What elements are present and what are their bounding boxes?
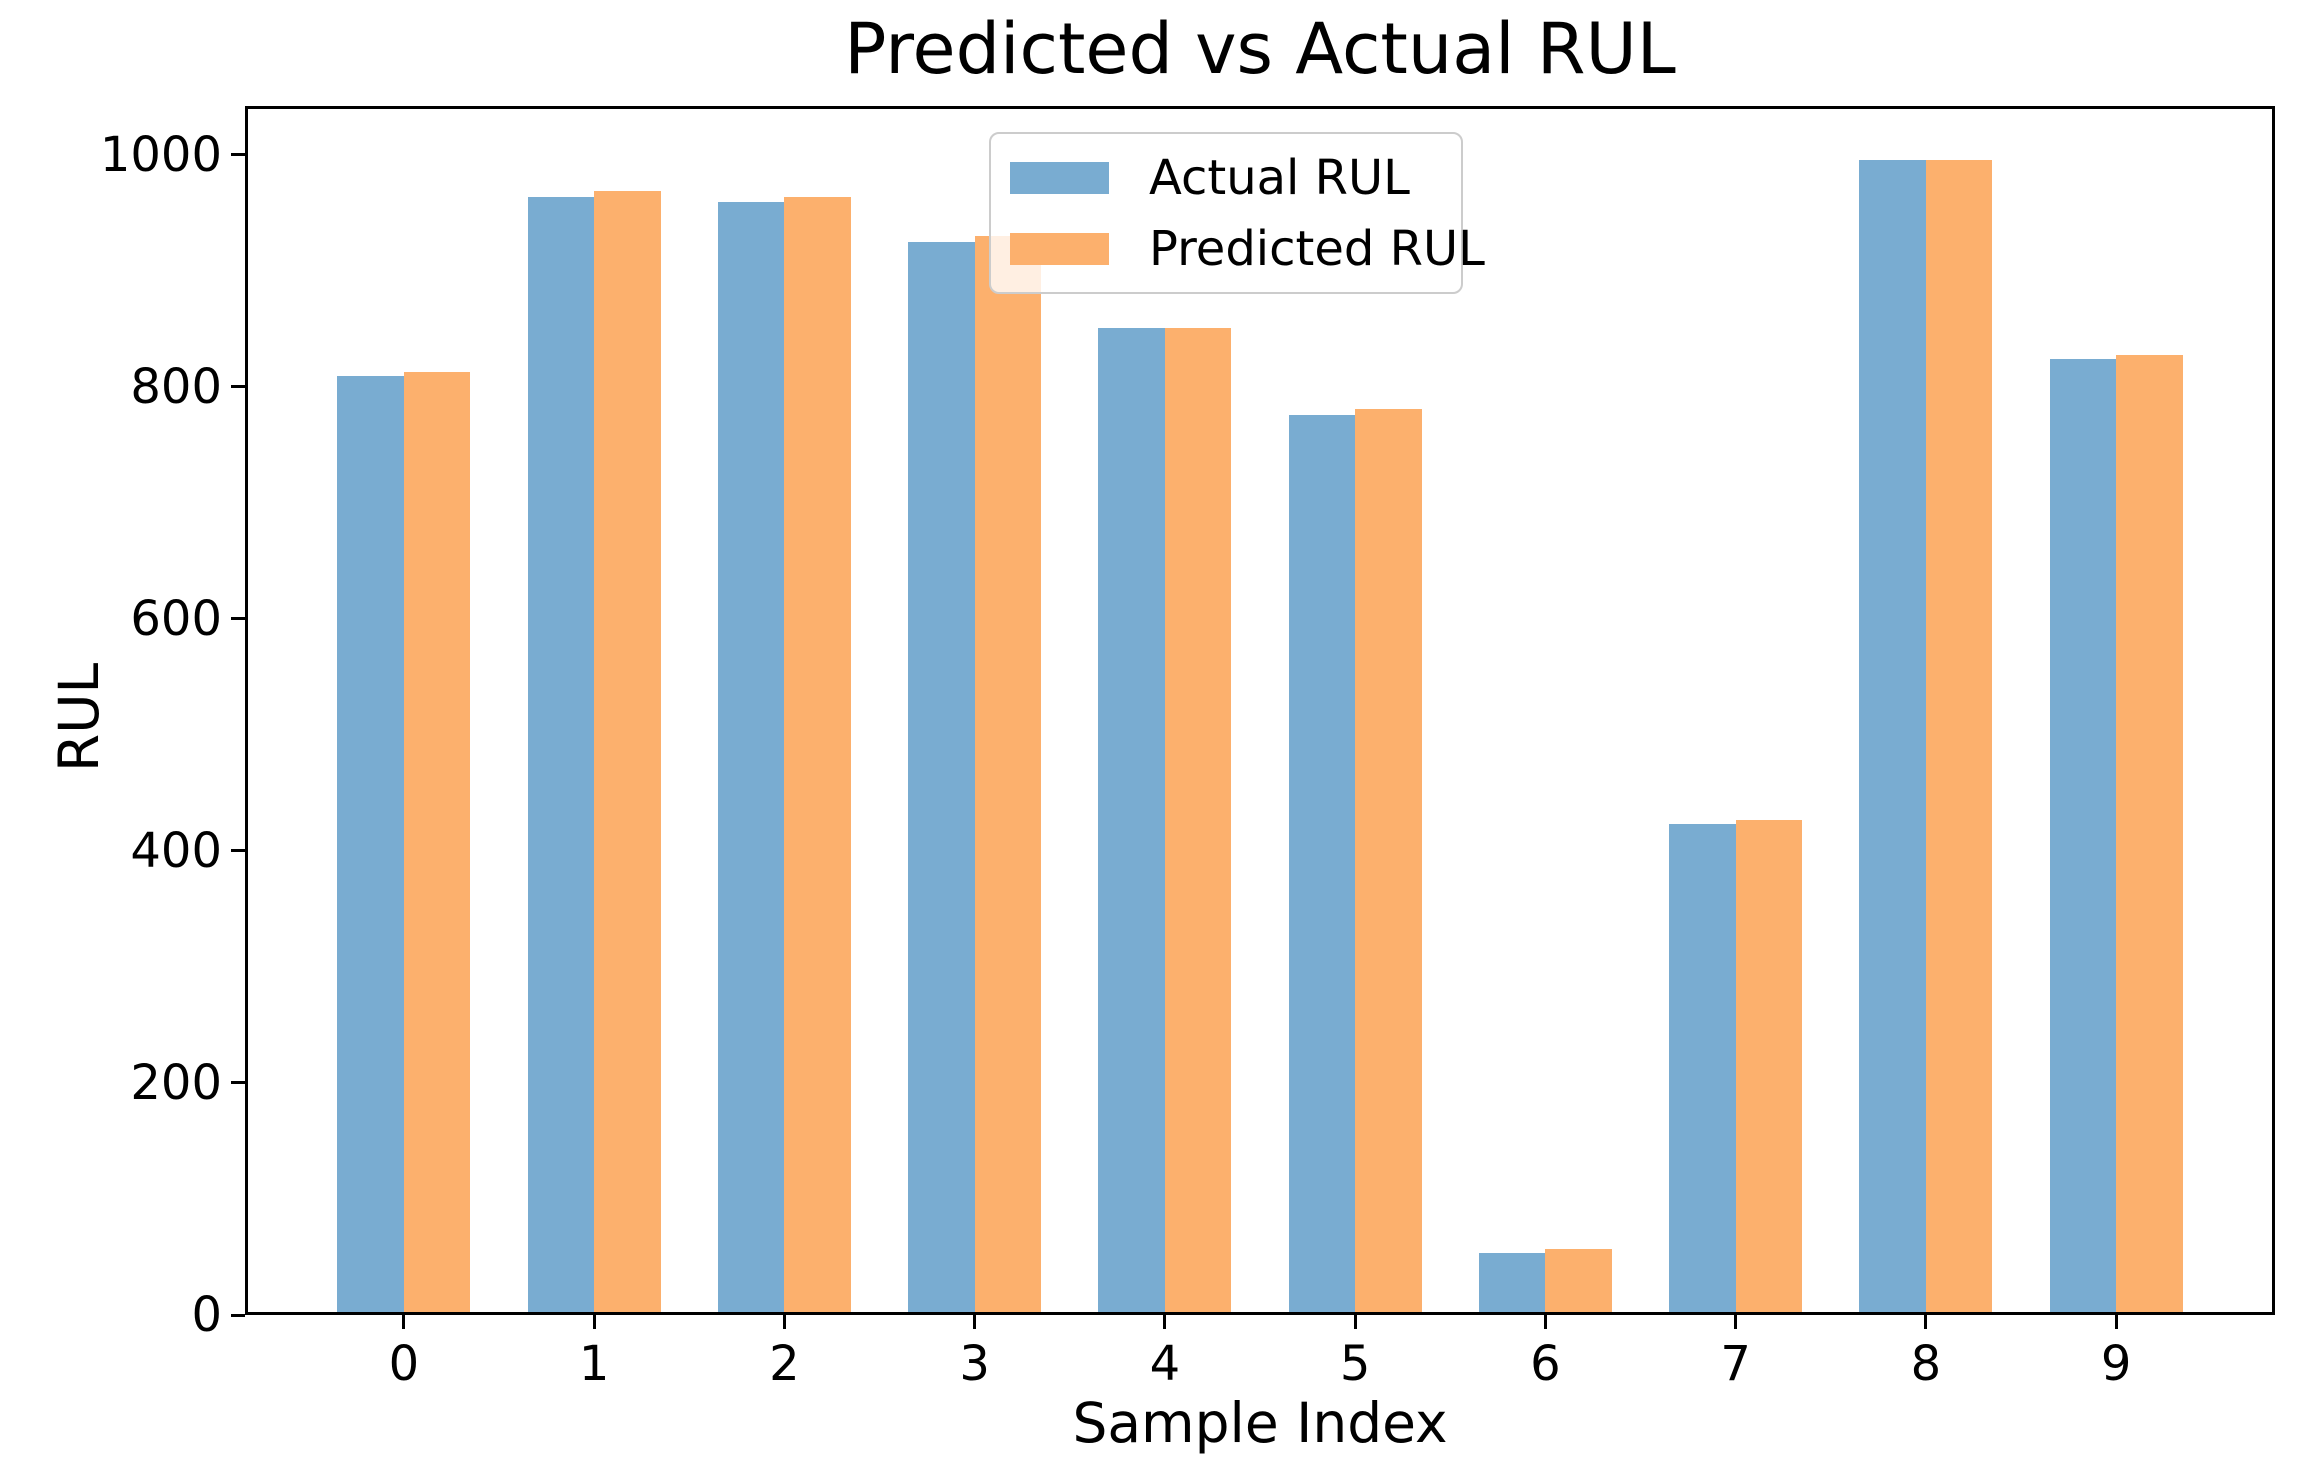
bar-predicted-6 (1545, 1249, 1612, 1312)
x-tick-label: 8 (1910, 1336, 1942, 1392)
legend-label: Actual RUL (1149, 149, 1410, 206)
legend-item-predicted: Predicted RUL (1010, 219, 1485, 279)
bar-actual-3 (908, 242, 975, 1312)
x-tick-mark-1 (592, 1315, 596, 1329)
bar-actual-4 (1098, 328, 1165, 1312)
bar-predicted-1 (594, 191, 661, 1312)
bar-predicted-9 (2116, 354, 2183, 1312)
y-tick-mark-600 (231, 617, 245, 621)
x-tick-mark-8 (1924, 1315, 1928, 1329)
x-tick-label: 5 (1339, 1336, 1371, 1392)
x-tick-label: 2 (769, 1336, 800, 1392)
x-tick-mark-4 (1163, 1315, 1167, 1329)
y-axis-label: RUL (47, 662, 111, 772)
y-tick-mark-0 (231, 1313, 245, 1317)
x-tick-label: 4 (1149, 1336, 1181, 1392)
y-tick-mark-200 (231, 1081, 245, 1085)
legend-item-actual: Actual RUL (1010, 148, 1461, 208)
y-tick-label: 800 (130, 358, 222, 415)
bar-predicted-0 (403, 372, 471, 1312)
x-axis-label: Sample Index (1072, 1391, 1448, 1455)
legend: Actual RUL Predicted RUL (989, 132, 1485, 294)
x-tick-mark-0 (402, 1315, 406, 1329)
x-tick-mark-3 (973, 1315, 977, 1329)
x-tick-label: 7 (1720, 1336, 1751, 1392)
y-tick-mark-800 (231, 385, 245, 389)
bar-actual-7 (1669, 823, 1736, 1312)
x-tick-mark-6 (1543, 1315, 1547, 1329)
bar-predicted-8 (1925, 159, 1993, 1312)
bar-predicted-4 (1164, 328, 1232, 1312)
y-tick-label: 0 (191, 1287, 222, 1343)
plot-area (245, 106, 2275, 1315)
bar-actual-0 (337, 375, 404, 1312)
y-tick-label: 200 (130, 1054, 222, 1111)
bar-actual-9 (2049, 359, 2117, 1312)
x-tick-label: 0 (388, 1336, 420, 1392)
legend-label: Predicted RUL (1149, 220, 1485, 277)
x-tick-label: 9 (2100, 1336, 2132, 1392)
bar-actual-6 (1478, 1252, 1546, 1312)
legend-swatch-predicted (1010, 232, 1109, 265)
y-tick-label: 400 (130, 822, 222, 879)
bar-actual-8 (1859, 159, 1926, 1312)
x-tick-label: 1 (578, 1336, 610, 1392)
bar-actual-2 (717, 201, 785, 1312)
bar-predicted-3 (974, 236, 1042, 1312)
bar-predicted-5 (1355, 409, 1422, 1312)
bar-actual-5 (1288, 415, 1356, 1312)
bar-predicted-7 (1735, 820, 1803, 1312)
y-tick-label: 600 (130, 590, 222, 647)
bar-actual-1 (527, 196, 595, 1312)
x-tick-mark-7 (1734, 1315, 1738, 1329)
x-tick-mark-5 (1353, 1315, 1357, 1329)
chart-title: Predicted vs Actual RUL (844, 8, 1676, 90)
y-tick-mark-400 (231, 849, 245, 853)
bar-predicted-2 (784, 196, 851, 1312)
y-tick-label: 1000 (99, 126, 222, 183)
legend-swatch-actual (1010, 161, 1109, 194)
x-tick-label: 6 (1530, 1336, 1561, 1392)
x-tick-mark-9 (2114, 1315, 2118, 1329)
y-tick-mark-1000 (231, 153, 245, 157)
x-tick-label: 3 (959, 1336, 990, 1392)
x-tick-mark-2 (782, 1315, 786, 1329)
